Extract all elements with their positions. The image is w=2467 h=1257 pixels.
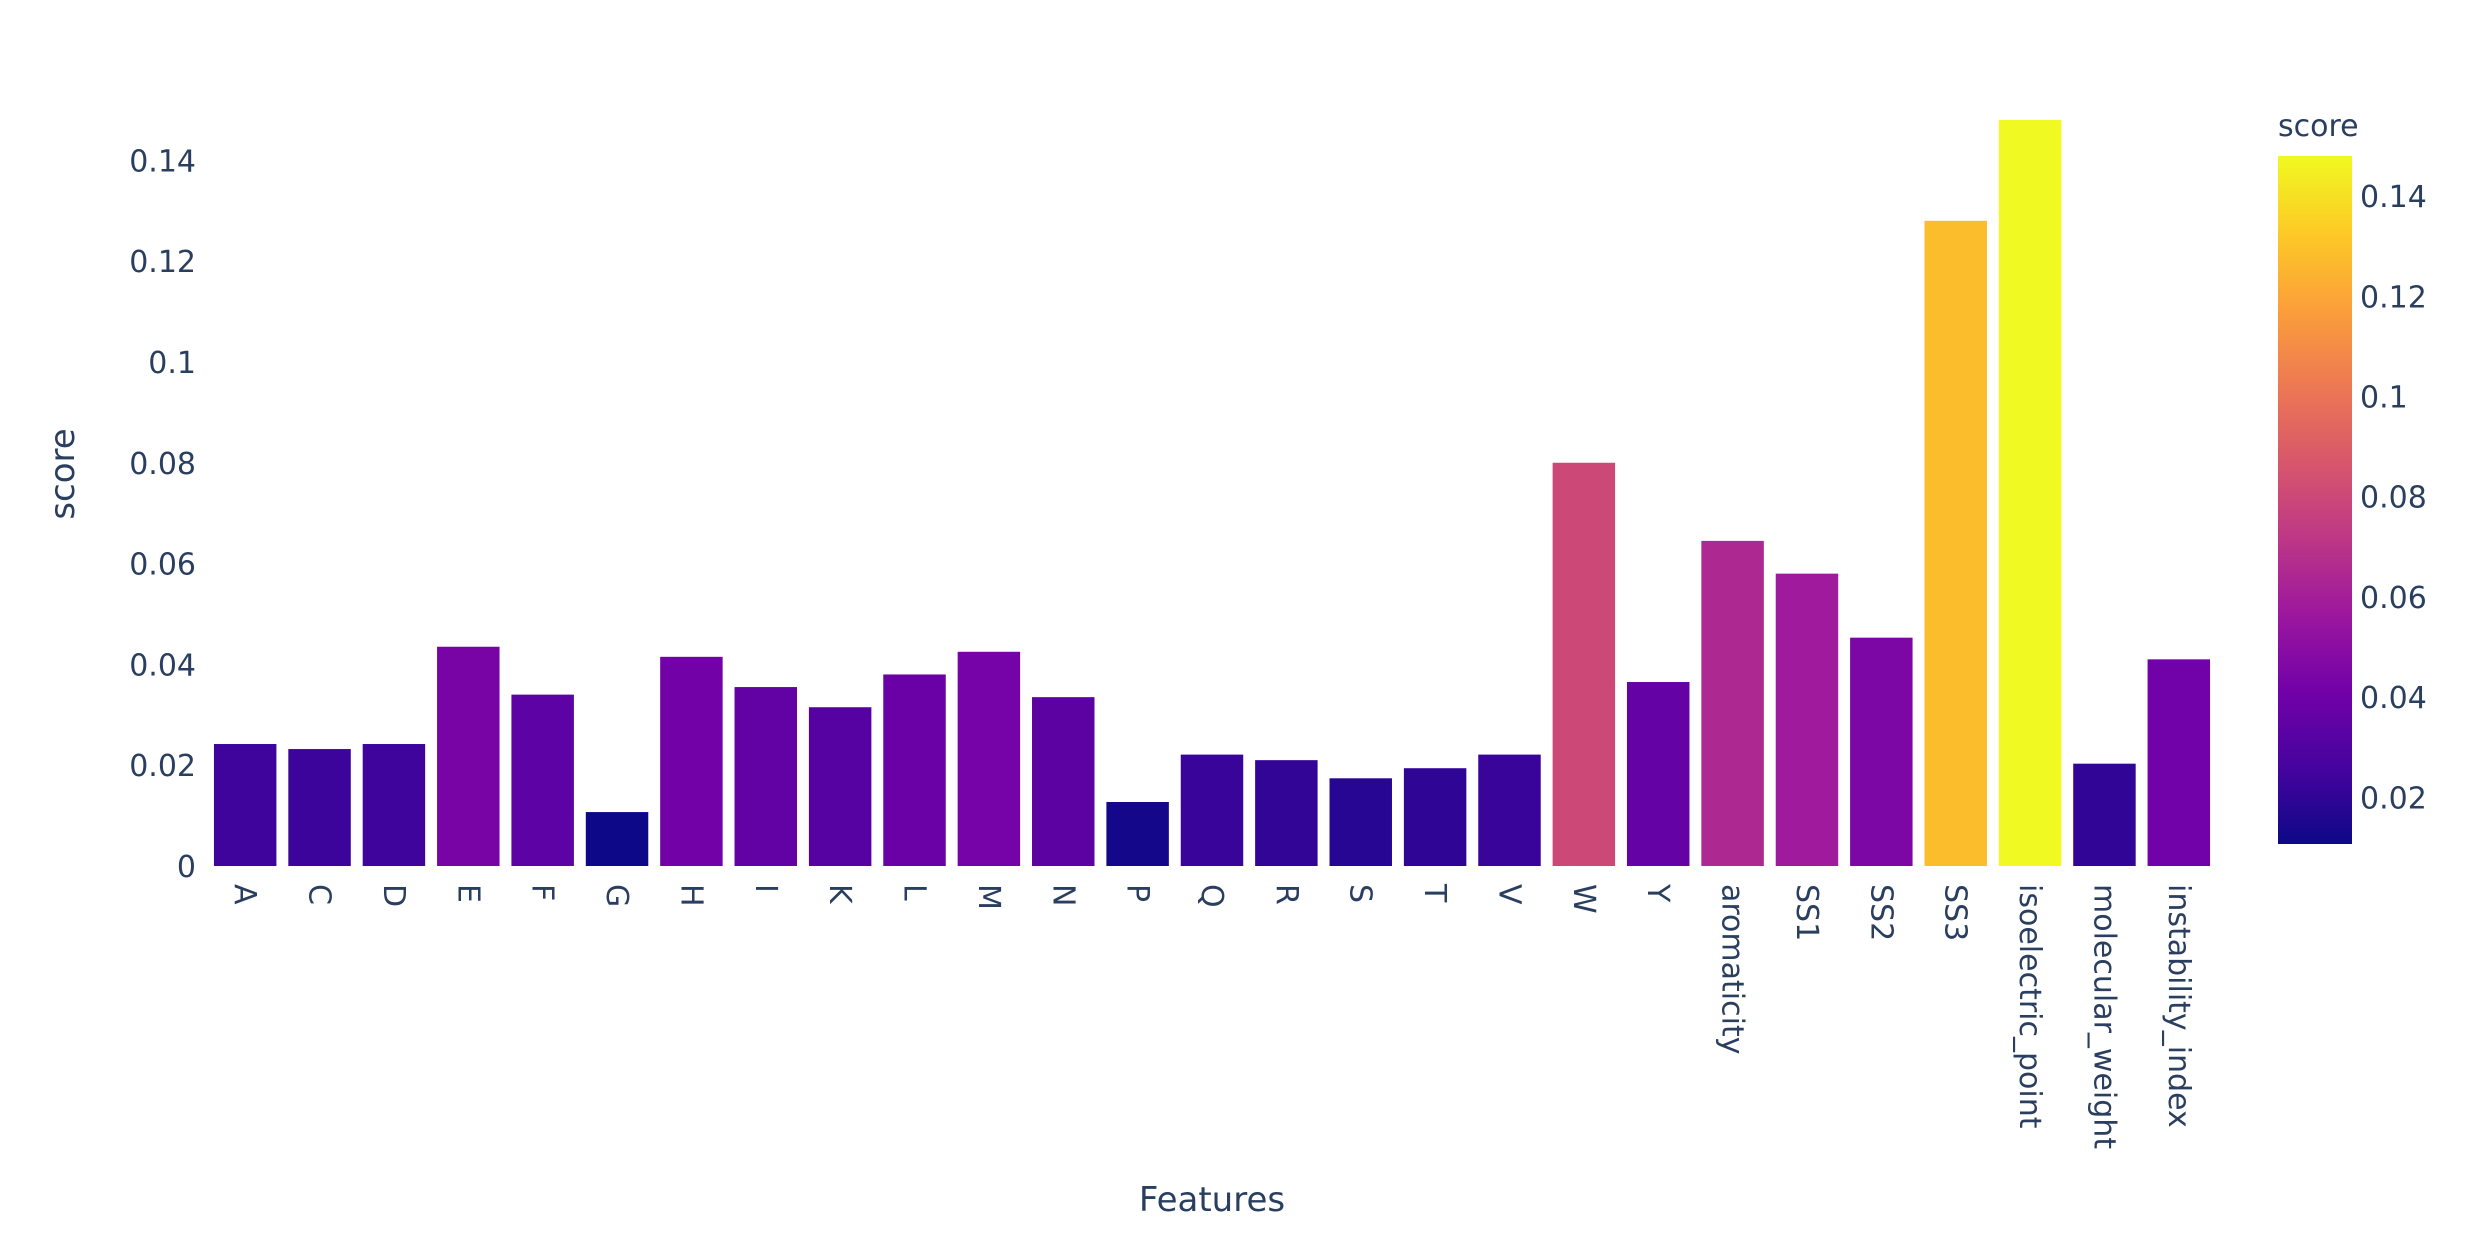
bar-W[interactable]	[1552, 462, 1616, 866]
x-tick-label: K	[822, 884, 857, 905]
x-tick-label: Q	[1194, 884, 1229, 908]
bar-L[interactable]	[883, 674, 946, 866]
y-tick-label: 0.14	[129, 144, 196, 179]
x-tick-label: M	[971, 884, 1006, 910]
colorbar-title: score	[2278, 109, 2359, 144]
y-tick-label: 0.1	[148, 346, 196, 381]
x-tick-label: V	[1491, 884, 1526, 905]
bar-E[interactable]	[437, 646, 500, 866]
bar-F[interactable]	[511, 694, 574, 866]
bar-C[interactable]	[288, 749, 351, 866]
bar-isoelectric_point[interactable]	[1998, 120, 2062, 866]
bar-G[interactable]	[585, 812, 649, 866]
x-tick-label: SS3	[1938, 884, 1973, 941]
x-tick-label: A	[227, 884, 262, 905]
y-axis-title: score	[43, 428, 83, 519]
bar-K[interactable]	[808, 707, 872, 866]
x-tick-label: isoelectric_point	[2012, 884, 2047, 1129]
bar-SS2[interactable]	[1850, 637, 1913, 866]
x-axis-title: Features	[1139, 1180, 1285, 1220]
bar-Q[interactable]	[1180, 754, 1244, 866]
bars-layer	[213, 120, 2211, 866]
colorbar-tick-label: 0.04	[2360, 681, 2427, 716]
y-tick-label: 0.12	[129, 245, 196, 280]
x-tick-label: molecular_weight	[2086, 884, 2121, 1149]
colorbar-tick-label: 0.14	[2360, 180, 2427, 215]
bar-D[interactable]	[362, 744, 426, 866]
x-tick-label: G	[599, 884, 634, 907]
x-tick-label: I	[748, 884, 783, 893]
colorbar: score 0.02 0.04 0.06 0.08 0.1 0.12 0.14	[2278, 109, 2427, 844]
x-tick-label: SS1	[1789, 884, 1824, 941]
colorbar-tick-label: 0.02	[2360, 781, 2427, 816]
bar-T[interactable]	[1403, 768, 1467, 866]
y-axis-ticks: 0 0.02 0.04 0.06 0.08 0.1 0.12 0.14	[129, 144, 196, 885]
bar-A[interactable]	[213, 744, 277, 866]
bar-P[interactable]	[1106, 801, 1169, 866]
colorbar-tick-label: 0.06	[2360, 581, 2427, 616]
bar-M[interactable]	[957, 651, 1021, 866]
bar-SS3[interactable]	[1924, 220, 1987, 866]
bar-H[interactable]	[660, 656, 723, 866]
x-tick-label: L	[897, 884, 932, 901]
x-tick-label: aromaticity	[1715, 884, 1750, 1054]
colorbar-tick-label: 0.1	[2360, 381, 2408, 416]
bar-S[interactable]	[1329, 778, 1392, 866]
x-tick-label: R	[1268, 884, 1303, 905]
y-tick-label: 0	[177, 850, 196, 885]
bar-N[interactable]	[1032, 697, 1095, 866]
colorbar-tick-label: 0.12	[2360, 280, 2427, 315]
x-tick-label: P	[1120, 884, 1155, 902]
x-tick-label: E	[450, 884, 485, 903]
colorbar-gradient	[2278, 156, 2352, 844]
x-tick-label: C	[302, 884, 337, 905]
x-tick-label: S	[1343, 884, 1378, 903]
x-tick-label: Y	[1640, 883, 1675, 903]
y-tick-label: 0.08	[129, 447, 196, 482]
x-tick-label: N	[1045, 884, 1080, 906]
x-tick-label: SS2	[1863, 884, 1898, 941]
bar-aromaticity[interactable]	[1701, 540, 1764, 866]
x-tick-label: D	[376, 884, 411, 907]
y-tick-label: 0.02	[129, 749, 196, 784]
y-tick-label: 0.04	[129, 648, 196, 683]
colorbar-tick-label: 0.08	[2360, 481, 2427, 516]
y-tick-label: 0.06	[129, 548, 196, 583]
bar-instability_index[interactable]	[2147, 659, 2211, 866]
x-tick-label: F	[525, 884, 560, 901]
bar-R[interactable]	[1255, 760, 1318, 866]
x-tick-label: H	[673, 884, 708, 907]
bar-I[interactable]	[734, 687, 798, 866]
bar-Y[interactable]	[1626, 682, 1690, 866]
bar-V[interactable]	[1478, 754, 1541, 866]
x-tick-label: W	[1566, 884, 1601, 914]
x-tick-label: T	[1417, 883, 1452, 903]
x-tick-label: instability_index	[2161, 884, 2196, 1128]
bar-molecular_weight[interactable]	[2073, 763, 2136, 866]
bar-SS1[interactable]	[1775, 573, 1839, 866]
